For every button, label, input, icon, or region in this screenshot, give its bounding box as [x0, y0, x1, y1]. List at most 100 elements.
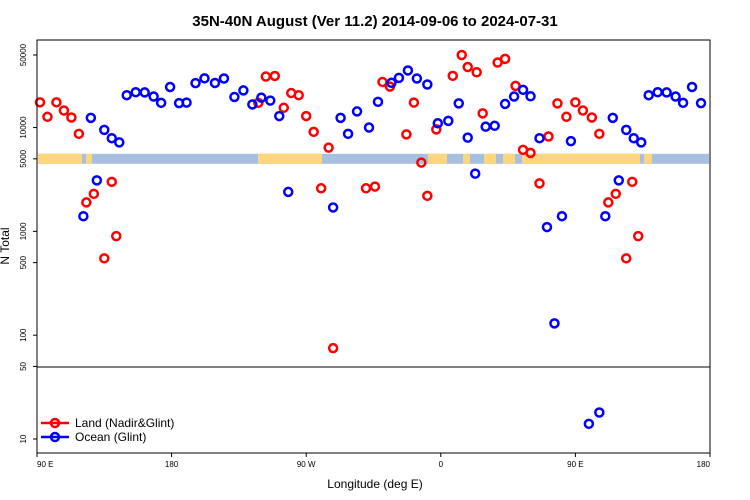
ocean-point	[99, 124, 110, 136]
ocean-point	[393, 72, 405, 84]
land-point	[431, 124, 442, 135]
land-point	[58, 105, 70, 116]
ocean-point	[402, 65, 414, 76]
ocean-point	[652, 86, 663, 98]
legend: Land (Nadir&Glint) Ocean (Glint)	[41, 416, 174, 444]
ocean-point	[155, 97, 167, 109]
legend-item-ocean: Ocean (Glint)	[41, 430, 146, 444]
land-point	[499, 53, 511, 65]
land-point	[99, 253, 110, 264]
land-point	[586, 112, 598, 123]
ocean-point	[238, 85, 249, 96]
legend-marker-ocean	[49, 431, 61, 443]
ocean-point	[499, 98, 511, 110]
ocean-point	[121, 89, 132, 101]
ocean-point	[411, 73, 423, 84]
ocean-point	[114, 137, 125, 148]
land-point	[552, 98, 563, 109]
land-point	[594, 128, 605, 140]
data-points	[34, 49, 707, 430]
land-point	[577, 105, 589, 116]
land-point	[300, 110, 312, 122]
ocean-point	[256, 92, 267, 103]
ocean-strip	[38, 153, 709, 164]
land-point	[422, 190, 433, 202]
ocean-point	[78, 210, 89, 222]
land-point	[81, 197, 92, 208]
ocean-point	[643, 89, 654, 101]
land-point	[570, 97, 581, 108]
y-axis-label: N Total	[0, 227, 12, 264]
ocean-point	[517, 84, 529, 96]
x-tick-label: 90 E	[37, 460, 53, 469]
land-point	[42, 111, 53, 123]
land-strip	[522, 153, 640, 164]
land-point	[369, 181, 381, 192]
land-point	[626, 176, 638, 188]
ocean-point	[164, 81, 176, 93]
x-axis-label: Longitude (deg E)	[327, 477, 422, 491]
ocean-point	[677, 97, 689, 109]
land-point	[106, 176, 118, 188]
x-axis-ticks: 90 E 180 90 W 0 90 E 180	[36, 453, 711, 469]
ocean-point	[327, 202, 339, 213]
ocean-point	[386, 77, 397, 89]
land-point	[477, 108, 488, 119]
land-point	[293, 89, 304, 101]
land-point	[603, 197, 614, 208]
ocean-point	[181, 97, 192, 108]
land-point	[260, 71, 272, 82]
ocean-point	[247, 99, 258, 110]
land-point	[534, 178, 545, 189]
y-tick-label: 50000	[19, 43, 28, 66]
land-strip	[258, 153, 322, 164]
land-point	[51, 97, 62, 108]
land-point	[416, 157, 427, 168]
ocean-point	[607, 112, 619, 124]
ocean-point	[600, 210, 611, 222]
chart-title: 35N-40N August (Ver 11.2) 2014-09-06 to …	[192, 13, 557, 30]
land-point	[561, 111, 572, 123]
ocean-point	[218, 73, 230, 84]
land-point	[543, 131, 554, 142]
land-point	[269, 70, 281, 82]
ocean-point	[556, 210, 568, 222]
land-point	[610, 188, 622, 200]
ocean-point	[106, 132, 118, 144]
land-point	[456, 49, 467, 61]
ocean-point	[422, 79, 433, 90]
y-tick-label: 500	[19, 255, 28, 269]
ocean-point	[342, 128, 354, 140]
ocean-point	[462, 132, 473, 143]
land-point	[632, 230, 644, 242]
ocean-point	[443, 115, 454, 127]
legend-marker-land	[49, 417, 61, 429]
ocean-point	[91, 175, 103, 186]
ocean-point	[372, 96, 384, 108]
y-tick-label: 50	[19, 361, 28, 370]
world-map-strip	[38, 153, 709, 164]
ocean-point	[695, 97, 707, 109]
y-tick-label: 1000	[19, 222, 28, 240]
land-point	[327, 342, 339, 354]
ocean-point	[620, 124, 632, 136]
ocean-point	[525, 91, 536, 102]
ocean-point	[489, 120, 500, 132]
ocean-point	[229, 91, 240, 103]
legend-label-ocean: Ocean (Glint)	[75, 430, 146, 444]
plot-frame	[36, 39, 711, 454]
ocean-point	[613, 175, 625, 186]
legend-label-land: Land (Nadir&Glint)	[75, 416, 174, 430]
ocean-point	[130, 86, 141, 98]
land-strip	[428, 153, 447, 164]
ocean-point	[139, 87, 150, 98]
x-tick-label: 180	[697, 460, 711, 469]
y-tick-label: 5000	[19, 149, 28, 167]
y-tick-label: 100	[19, 328, 28, 342]
ocean-point	[549, 318, 560, 329]
land-point	[111, 230, 122, 242]
ocean-point	[583, 418, 595, 430]
land-point	[315, 183, 327, 194]
land-point	[462, 61, 473, 73]
land-point	[66, 112, 77, 123]
